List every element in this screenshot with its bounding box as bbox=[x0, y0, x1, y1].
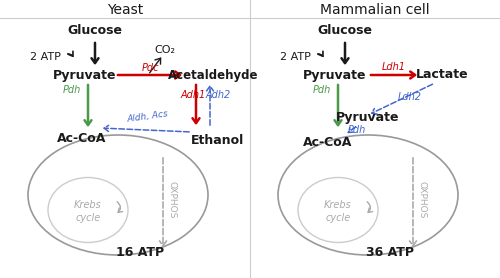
Text: 16 ATP: 16 ATP bbox=[116, 245, 164, 259]
Text: Ac-CoA: Ac-CoA bbox=[304, 136, 352, 150]
Text: Pdc: Pdc bbox=[142, 63, 159, 73]
Text: Mammalian cell: Mammalian cell bbox=[320, 3, 430, 17]
Text: Lactate: Lactate bbox=[416, 68, 469, 81]
Text: Pdh: Pdh bbox=[63, 85, 81, 95]
Text: Ldh2: Ldh2 bbox=[398, 92, 422, 102]
Text: 2 ATP: 2 ATP bbox=[30, 52, 60, 62]
Text: 2 ATP: 2 ATP bbox=[280, 52, 310, 62]
Text: Ldh1: Ldh1 bbox=[382, 62, 406, 72]
Text: Pyruvate: Pyruvate bbox=[53, 68, 117, 81]
Text: Krebs: Krebs bbox=[74, 200, 102, 210]
Text: Aldh, Acs: Aldh, Acs bbox=[126, 110, 170, 124]
Text: Glucose: Glucose bbox=[68, 24, 122, 36]
Text: Pdh: Pdh bbox=[313, 85, 331, 95]
Text: Krebs: Krebs bbox=[324, 200, 352, 210]
Text: cycle: cycle bbox=[326, 213, 350, 223]
Text: Pyruvate: Pyruvate bbox=[303, 68, 367, 81]
Text: Ac-CoA: Ac-CoA bbox=[58, 131, 106, 145]
Text: CO₂: CO₂ bbox=[154, 45, 176, 55]
Text: 36 ATP: 36 ATP bbox=[366, 245, 414, 259]
Text: Acetaldehyde: Acetaldehyde bbox=[168, 68, 258, 81]
Text: OXPHOS: OXPHOS bbox=[168, 181, 176, 219]
Text: Yeast: Yeast bbox=[107, 3, 143, 17]
Text: Adh1: Adh1 bbox=[180, 90, 206, 100]
Text: Pyruvate: Pyruvate bbox=[336, 111, 400, 125]
Text: cycle: cycle bbox=[76, 213, 100, 223]
Text: Pdh: Pdh bbox=[348, 125, 366, 135]
Text: Adh2: Adh2 bbox=[206, 90, 231, 100]
Text: Glucose: Glucose bbox=[318, 24, 372, 36]
Text: OXPHOS: OXPHOS bbox=[418, 181, 426, 219]
Text: Ethanol: Ethanol bbox=[192, 133, 244, 147]
